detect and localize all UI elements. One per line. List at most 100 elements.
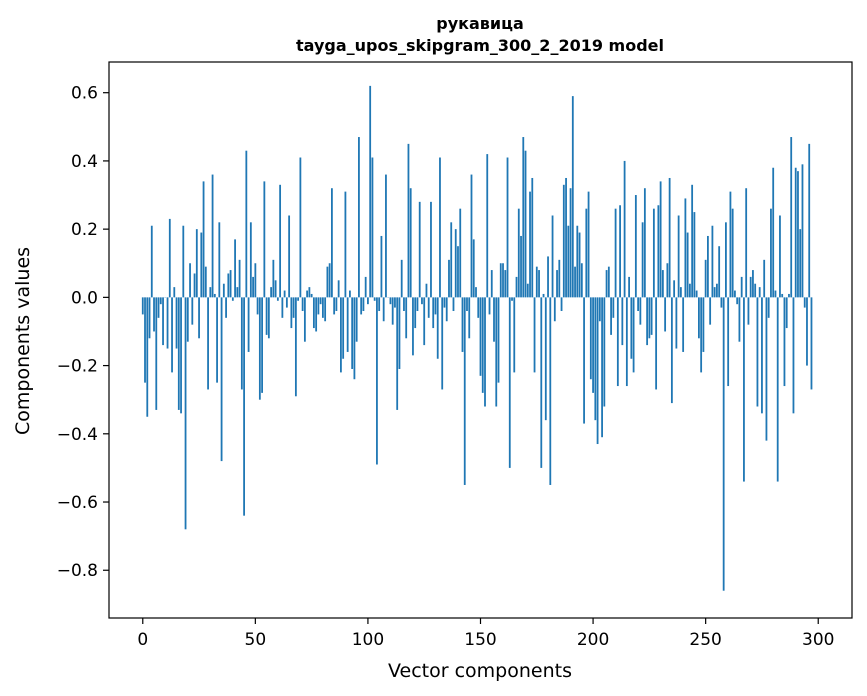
bar xyxy=(725,222,727,298)
y-tick-label: −0.8 xyxy=(57,561,98,581)
bar xyxy=(272,259,275,298)
bar xyxy=(657,205,660,298)
bar xyxy=(238,259,241,298)
bar xyxy=(727,297,730,387)
bar xyxy=(592,297,594,393)
bar xyxy=(385,174,387,298)
bar xyxy=(779,215,781,298)
bar xyxy=(738,297,741,342)
bar xyxy=(168,218,171,298)
bar xyxy=(281,297,284,318)
bar xyxy=(337,280,340,298)
bar xyxy=(637,297,640,311)
bar xyxy=(245,150,248,298)
x-tick-label: 200 xyxy=(577,630,609,650)
bar xyxy=(774,290,777,298)
bar xyxy=(362,297,365,311)
bar xyxy=(310,293,313,298)
bar xyxy=(141,297,144,315)
bar xyxy=(349,290,351,298)
bar xyxy=(148,297,151,339)
bar xyxy=(542,293,545,298)
bar xyxy=(209,287,212,298)
bar xyxy=(159,297,162,305)
bar xyxy=(526,283,529,298)
bar xyxy=(560,297,563,311)
bar xyxy=(475,287,477,298)
bar xyxy=(587,191,590,298)
bar xyxy=(679,287,682,298)
bar xyxy=(682,297,685,352)
bar xyxy=(144,297,146,383)
bar xyxy=(342,297,345,359)
bar xyxy=(177,297,180,410)
bar xyxy=(776,297,779,482)
bar xyxy=(743,297,745,482)
bar xyxy=(412,297,414,356)
bar xyxy=(315,297,318,332)
bar xyxy=(720,297,723,308)
bar xyxy=(576,225,579,298)
bar xyxy=(353,297,356,380)
bar xyxy=(758,287,761,298)
bar xyxy=(380,235,383,298)
bar xyxy=(301,297,304,311)
bar xyxy=(619,205,621,298)
x-axis-label: Vector components xyxy=(388,660,572,682)
bar xyxy=(461,297,464,352)
bar xyxy=(686,232,689,298)
bar xyxy=(288,215,291,298)
bar xyxy=(558,259,561,298)
bar xyxy=(790,137,793,298)
bar xyxy=(335,297,338,311)
bar xyxy=(405,297,408,339)
bar xyxy=(700,297,703,373)
bar xyxy=(416,297,419,311)
bar xyxy=(297,297,300,301)
x-tick-label: 50 xyxy=(245,630,267,650)
bar xyxy=(675,297,678,349)
bar xyxy=(346,297,349,352)
bar xyxy=(207,297,209,390)
bar xyxy=(524,150,527,298)
x-tick-label: 0 xyxy=(137,630,148,650)
bar xyxy=(189,263,191,298)
bar xyxy=(612,297,615,318)
bar xyxy=(448,259,450,298)
bar xyxy=(749,276,752,298)
bar xyxy=(477,297,480,318)
bar xyxy=(211,174,214,298)
bar xyxy=(646,297,649,346)
x-tick-label: 250 xyxy=(689,630,721,650)
bar xyxy=(499,263,502,298)
bar xyxy=(427,297,430,318)
bar xyxy=(265,297,268,335)
bars-group xyxy=(141,85,813,591)
bar xyxy=(648,297,651,339)
bar xyxy=(511,297,513,301)
bar xyxy=(202,181,205,298)
bar xyxy=(396,297,399,410)
bar xyxy=(707,235,709,298)
bar xyxy=(628,276,630,298)
bar xyxy=(344,191,347,298)
bar xyxy=(781,293,784,298)
bar xyxy=(425,283,428,298)
bar xyxy=(398,297,401,369)
bar xyxy=(601,297,603,438)
bar xyxy=(544,297,547,421)
bar xyxy=(249,222,252,298)
bar xyxy=(299,157,302,298)
bar xyxy=(378,297,381,311)
bar xyxy=(661,270,664,298)
bar xyxy=(702,297,705,352)
bar xyxy=(659,181,662,298)
bar xyxy=(664,297,667,332)
bar xyxy=(231,297,234,301)
bar xyxy=(457,246,459,298)
bar xyxy=(655,297,658,390)
bar xyxy=(355,297,358,342)
bar xyxy=(256,297,259,315)
bar xyxy=(326,266,329,298)
